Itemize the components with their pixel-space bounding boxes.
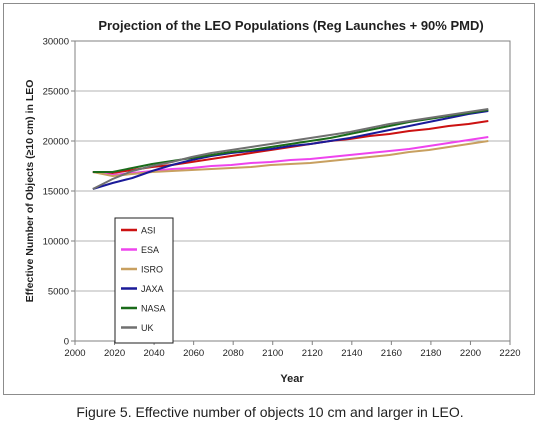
legend-label-uk: UK [141,323,154,333]
x-tick-label-4: 2080 [223,348,244,359]
x-tick-label-9: 2180 [420,348,441,359]
series-line-isro [92,140,489,177]
y-tick-label-6: 30000 [43,37,69,48]
y-tick-label-4: 20000 [43,137,69,148]
legend-label-asi: ASI [141,226,156,236]
y-tick-label-0: 0 [64,337,69,348]
y-tick-label-2: 10000 [43,237,69,248]
legend-label-jaxa: JAXA [141,284,164,294]
figure-caption: Figure 5. Effective number of objects 10… [76,404,464,420]
legend-label-nasa: NASA [141,304,166,314]
y-tick-label-5: 25000 [43,87,69,98]
legend: ASI ESA ISRO JAXA NASA UK [114,217,174,344]
x-tick-label-11: 2220 [499,348,520,359]
leo-population-chart: Projection of the LEO Populations (Reg L… [24,18,521,385]
x-tick-label-6: 2120 [302,348,323,359]
legend-box [114,217,174,344]
x-tick-label-10: 2200 [460,348,481,359]
chart-title: Projection of the LEO Populations (Reg L… [98,18,483,33]
y-axis-label: Effective Number of Objects (≥10 cm) in … [24,80,36,303]
x-tick-label-5: 2100 [262,348,283,359]
legend-label-isro: ISRO [141,265,163,275]
series-lines [92,108,489,190]
x-tick-label-8: 2160 [381,348,402,359]
x-tick-label-3: 2060 [183,348,204,359]
series-line-jaxa [92,110,489,190]
legend-label-esa: ESA [141,245,159,255]
x-tick-label-2: 2040 [144,348,165,359]
x-tick-label-7: 2140 [341,348,362,359]
x-tick-label-1: 2020 [104,348,125,359]
x-tick-label-0: 2000 [64,348,85,359]
y-tick-label-3: 15000 [43,187,69,198]
series-line-uk [92,108,489,190]
y-tick-label-1: 5000 [48,287,69,298]
series-line-esa [92,136,489,176]
y-axis-ticks: 0 5000 10000 15000 20000 25000 30000 [43,37,75,348]
x-axis-label: Year [280,373,304,385]
x-axis-ticks: 2000 2020 2040 2060 2080 2100 2120 2140 2160 2180… [64,341,521,359]
